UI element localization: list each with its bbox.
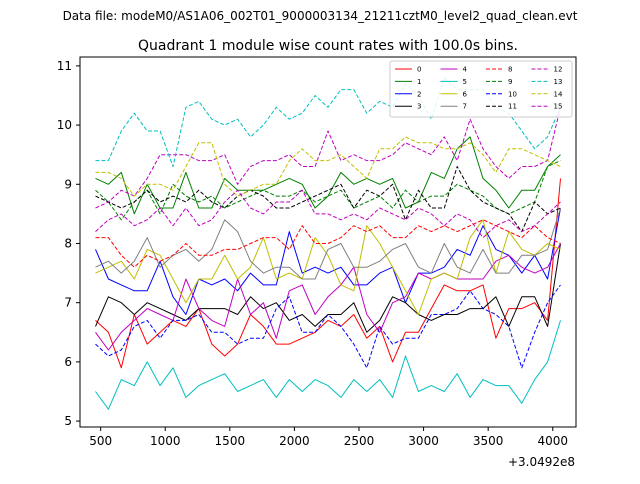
- x-tick-label: 2000: [279, 434, 310, 448]
- series-line-14: [95, 136, 561, 197]
- x-tick-label: 500: [89, 434, 112, 448]
- y-tick-label: 9: [64, 177, 72, 191]
- legend-label-12: 12: [554, 66, 563, 74]
- legend-label-3: 3: [417, 103, 421, 111]
- legend-label-6: 6: [463, 90, 468, 98]
- series-line-11: [95, 166, 561, 233]
- plot-frame: [79, 56, 577, 428]
- legend-label-8: 8: [508, 66, 512, 74]
- legend-label-4: 4: [463, 66, 468, 74]
- x-tick-label: 1000: [150, 434, 181, 448]
- legend-label-11: 11: [508, 103, 517, 111]
- plot-area: [95, 77, 561, 410]
- legend-label-13: 13: [554, 78, 563, 86]
- legend-label-10: 10: [508, 90, 517, 98]
- x-tick-label: 3000: [408, 434, 439, 448]
- legend-label-7: 7: [463, 103, 467, 111]
- series-line-12: [95, 107, 561, 209]
- y-tick-label: 7: [64, 296, 72, 310]
- legend-box: [389, 60, 573, 118]
- series-line-9: [95, 160, 561, 221]
- series-line-5: [95, 320, 561, 410]
- series-line-8: [95, 219, 561, 268]
- y-tick-label: 8: [64, 236, 72, 250]
- x-tick-label: 3500: [473, 434, 504, 448]
- chart-title: Quadrant 1 module wise count rates with …: [138, 38, 518, 54]
- figure-suptitle: Data file: modeM0/AS1A06_002T01_90000031…: [63, 9, 578, 23]
- legend-label-1: 1: [417, 78, 421, 86]
- series-line-6: [95, 219, 561, 315]
- x-tick-label: 2500: [344, 434, 375, 448]
- y-tick-label: 10: [57, 118, 72, 132]
- legend-label-0: 0: [417, 66, 421, 74]
- x-tick-label: 1500: [215, 434, 246, 448]
- series-line-15: [95, 189, 561, 239]
- legend-label-2: 2: [417, 90, 421, 98]
- series-line-10: [95, 284, 561, 369]
- legend-label-9: 9: [508, 78, 512, 86]
- x-offset-label: +3.0492e8: [508, 455, 575, 469]
- x-tick-label: 4000: [537, 434, 568, 448]
- legend-label-5: 5: [463, 78, 467, 86]
- y-tick-label: 6: [64, 355, 72, 369]
- series-line-1: [95, 136, 561, 215]
- series-line-2: [95, 207, 561, 315]
- legend-label-15: 15: [554, 103, 563, 111]
- legend-label-14: 14: [554, 90, 563, 98]
- y-tick-label: 5: [64, 414, 72, 428]
- y-tick-label: 11: [57, 59, 72, 73]
